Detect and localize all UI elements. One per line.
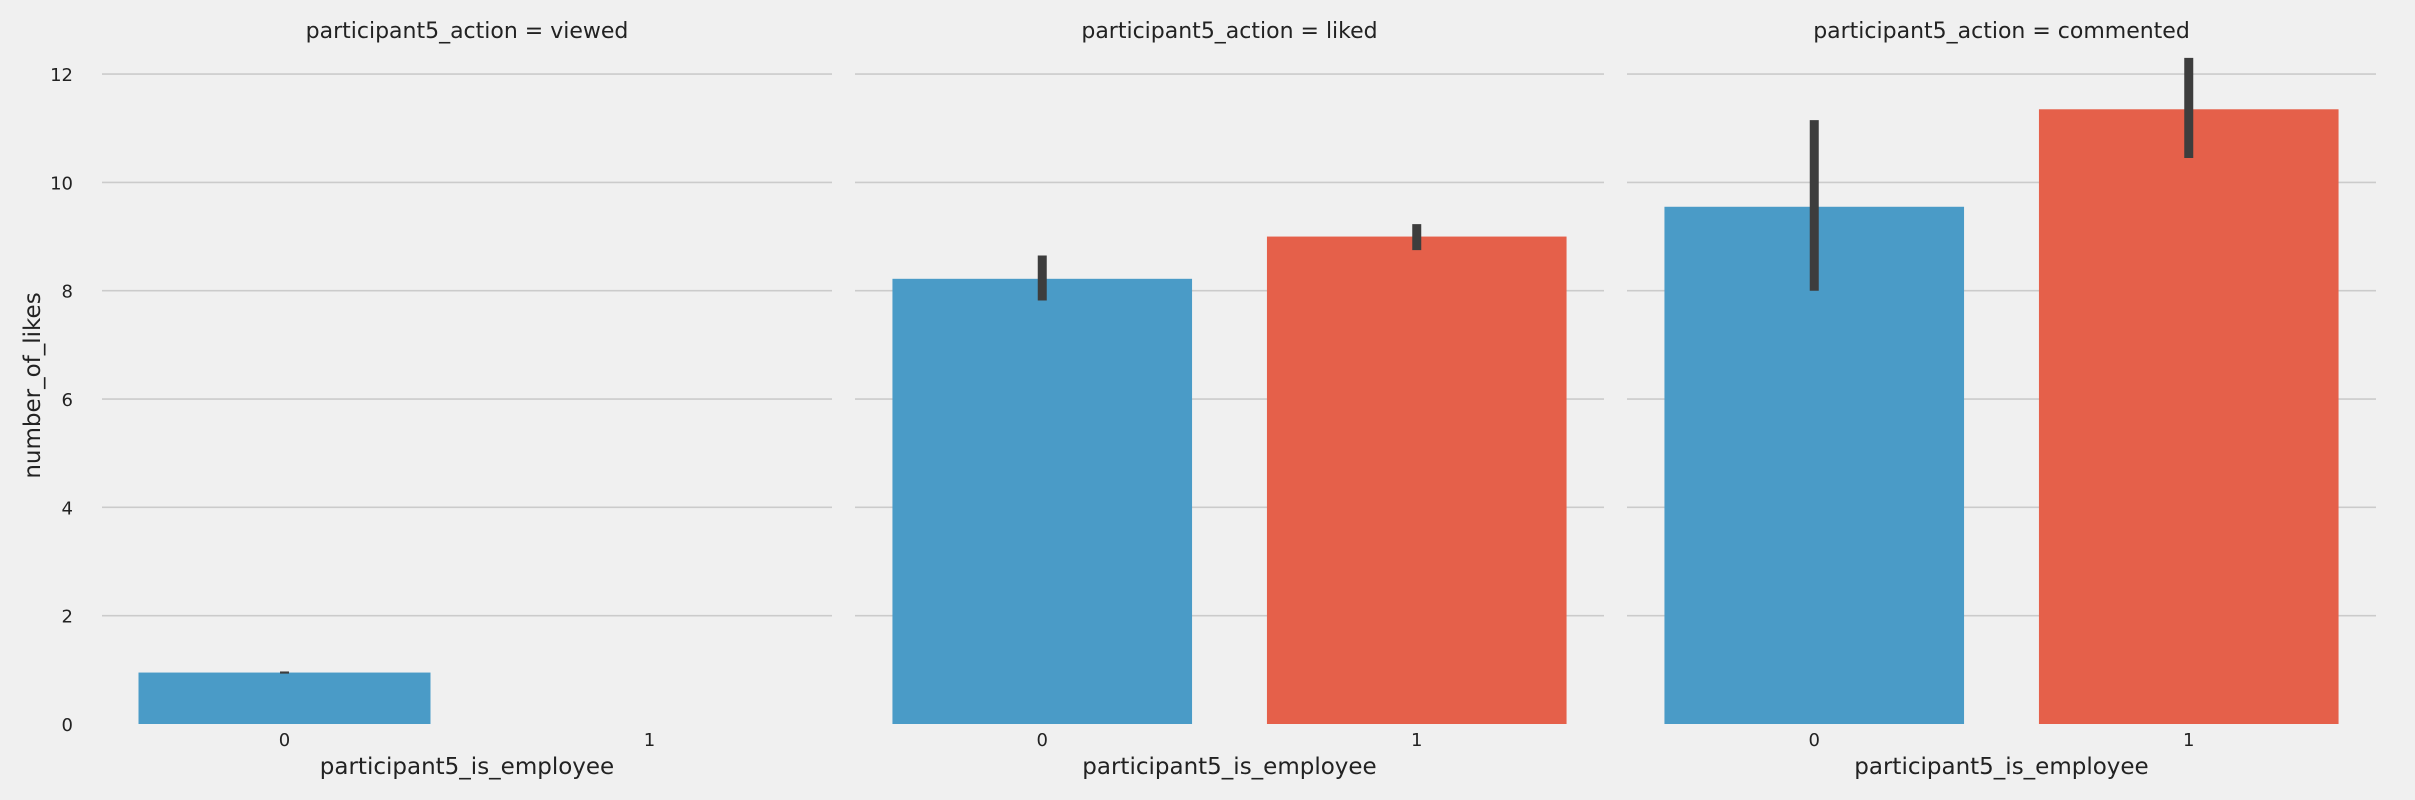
bar <box>1266 236 1567 724</box>
y-tick-label: 6 <box>62 390 73 411</box>
x-axis-label: participant5_is_employee <box>1082 754 1376 780</box>
x-tick-label: 0 <box>1809 730 1820 751</box>
x-axis-label: participant5_is_employee <box>1854 754 2148 780</box>
x-tick-label: 1 <box>1411 730 1422 751</box>
x-tick-label: 1 <box>2183 730 2194 751</box>
x-tick-label: 1 <box>644 730 655 751</box>
bar <box>138 672 431 724</box>
bar <box>2038 109 2339 724</box>
y-tick-label: 0 <box>62 715 73 736</box>
facet-title: participant5_action = liked <box>1081 19 1377 44</box>
facet-title: participant5_action = viewed <box>306 19 629 44</box>
facet-title: participant5_action = commented <box>1813 19 2190 44</box>
y-tick-label: 4 <box>62 498 73 519</box>
x-axis-label: participant5_is_employee <box>320 754 614 780</box>
y-tick-label: 2 <box>62 607 73 628</box>
y-tick-label: 8 <box>62 282 73 303</box>
y-tick-label: 10 <box>50 173 73 194</box>
y-tick-label: 12 <box>50 65 73 86</box>
x-tick-label: 0 <box>1037 730 1048 751</box>
y-axis-label: number_of_likes <box>20 292 46 478</box>
bar <box>892 278 1193 724</box>
x-tick-label: 0 <box>279 730 290 751</box>
bar <box>1664 206 1965 725</box>
